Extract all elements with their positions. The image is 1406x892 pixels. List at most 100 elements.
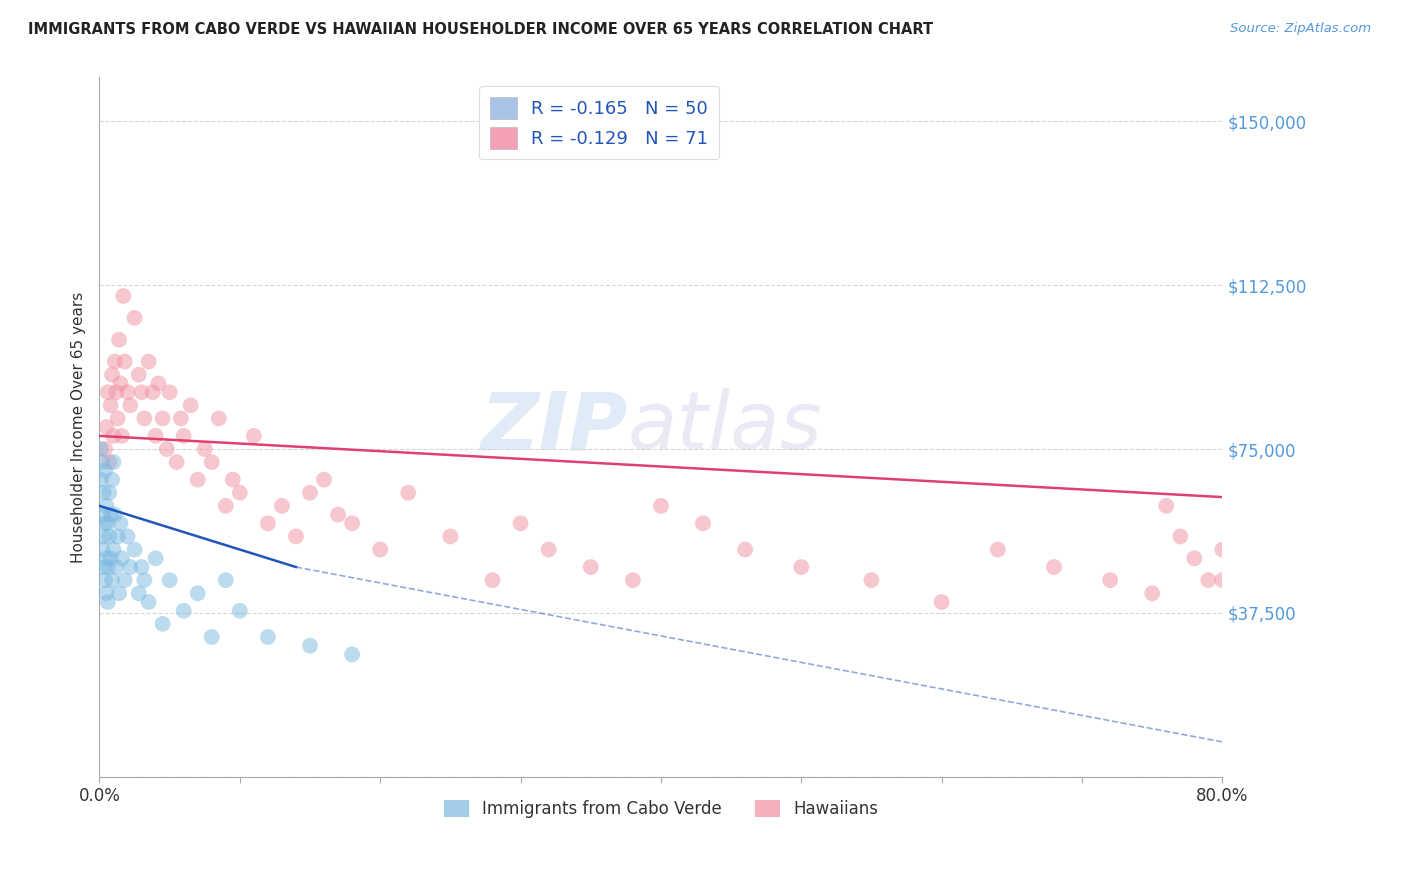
Point [243, 429, 266, 443]
Point [124, 310, 146, 325]
Point [509, 516, 531, 531]
Point [97, 560, 120, 574]
Point [117, 385, 139, 400]
Point [98, 455, 121, 469]
Point [298, 639, 321, 653]
Point [170, 411, 193, 425]
Point [90, 442, 112, 456]
Point [103, 429, 125, 443]
Point [90, 473, 112, 487]
Point [100, 398, 122, 412]
Point [117, 529, 139, 543]
Point [1168, 529, 1191, 543]
Text: Source: ZipAtlas.com: Source: ZipAtlas.com [1230, 22, 1371, 36]
Point [94, 516, 117, 531]
Point [111, 429, 134, 443]
Point [340, 516, 363, 531]
Point [103, 455, 125, 469]
Point [1211, 573, 1233, 587]
Point [481, 573, 503, 587]
Point [152, 616, 174, 631]
Point [103, 542, 125, 557]
Point [100, 508, 122, 522]
Point [1099, 573, 1122, 587]
Point [98, 529, 121, 543]
Point [91, 508, 114, 522]
Point [215, 499, 238, 513]
Point [621, 573, 644, 587]
Point [114, 354, 136, 368]
Point [222, 473, 245, 487]
Point [208, 411, 231, 425]
Point [931, 595, 953, 609]
Point [97, 595, 120, 609]
Point [100, 551, 122, 566]
Point [326, 508, 349, 522]
Y-axis label: Householder Income Over 65 years: Householder Income Over 65 years [72, 292, 86, 563]
Point [101, 473, 124, 487]
Text: IMMIGRANTS FROM CABO VERDE VS HAWAIIAN HOUSEHOLDER INCOME OVER 65 YEARS CORRELAT: IMMIGRANTS FROM CABO VERDE VS HAWAIIAN H… [28, 22, 934, 37]
Point [860, 573, 883, 587]
Point [93, 529, 115, 543]
Text: ZIP: ZIP [479, 388, 627, 467]
Point [134, 411, 156, 425]
Point [1154, 499, 1177, 513]
Point [131, 385, 153, 400]
Point [1043, 560, 1066, 574]
Point [108, 586, 131, 600]
Point [128, 586, 150, 600]
Point [257, 516, 280, 531]
Point [312, 473, 335, 487]
Point [368, 542, 391, 557]
Point [194, 442, 217, 456]
Point [93, 560, 115, 574]
Point [105, 560, 128, 574]
Point [101, 573, 124, 587]
Point [112, 289, 135, 303]
Point [105, 385, 128, 400]
Point [156, 442, 179, 456]
Point [120, 560, 142, 574]
Point [187, 473, 209, 487]
Point [229, 604, 252, 618]
Point [96, 551, 118, 566]
Point [142, 385, 165, 400]
Point [110, 516, 132, 531]
Point [91, 455, 114, 469]
Point [124, 542, 146, 557]
Point [134, 573, 156, 587]
Point [1197, 573, 1219, 587]
Point [1182, 551, 1205, 566]
Point [173, 604, 195, 618]
Point [96, 420, 118, 434]
Point [159, 385, 181, 400]
Point [128, 368, 150, 382]
Point [148, 376, 170, 391]
Point [734, 542, 756, 557]
Point [98, 485, 121, 500]
Point [138, 595, 160, 609]
Point [298, 485, 321, 500]
Point [439, 529, 461, 543]
Point [107, 529, 129, 543]
Point [1142, 586, 1164, 600]
Point [201, 630, 224, 644]
Point [537, 542, 560, 557]
Point [94, 464, 117, 478]
Point [229, 485, 252, 500]
Point [97, 385, 120, 400]
Point [159, 573, 181, 587]
Point [96, 499, 118, 513]
Point [987, 542, 1010, 557]
Point [173, 429, 195, 443]
Point [340, 648, 363, 662]
Point [114, 573, 136, 587]
Point [145, 429, 167, 443]
Point [108, 333, 131, 347]
Point [94, 573, 117, 587]
Point [257, 630, 280, 644]
Point [180, 398, 202, 412]
Point [107, 411, 129, 425]
Point [284, 529, 307, 543]
Point [93, 485, 115, 500]
